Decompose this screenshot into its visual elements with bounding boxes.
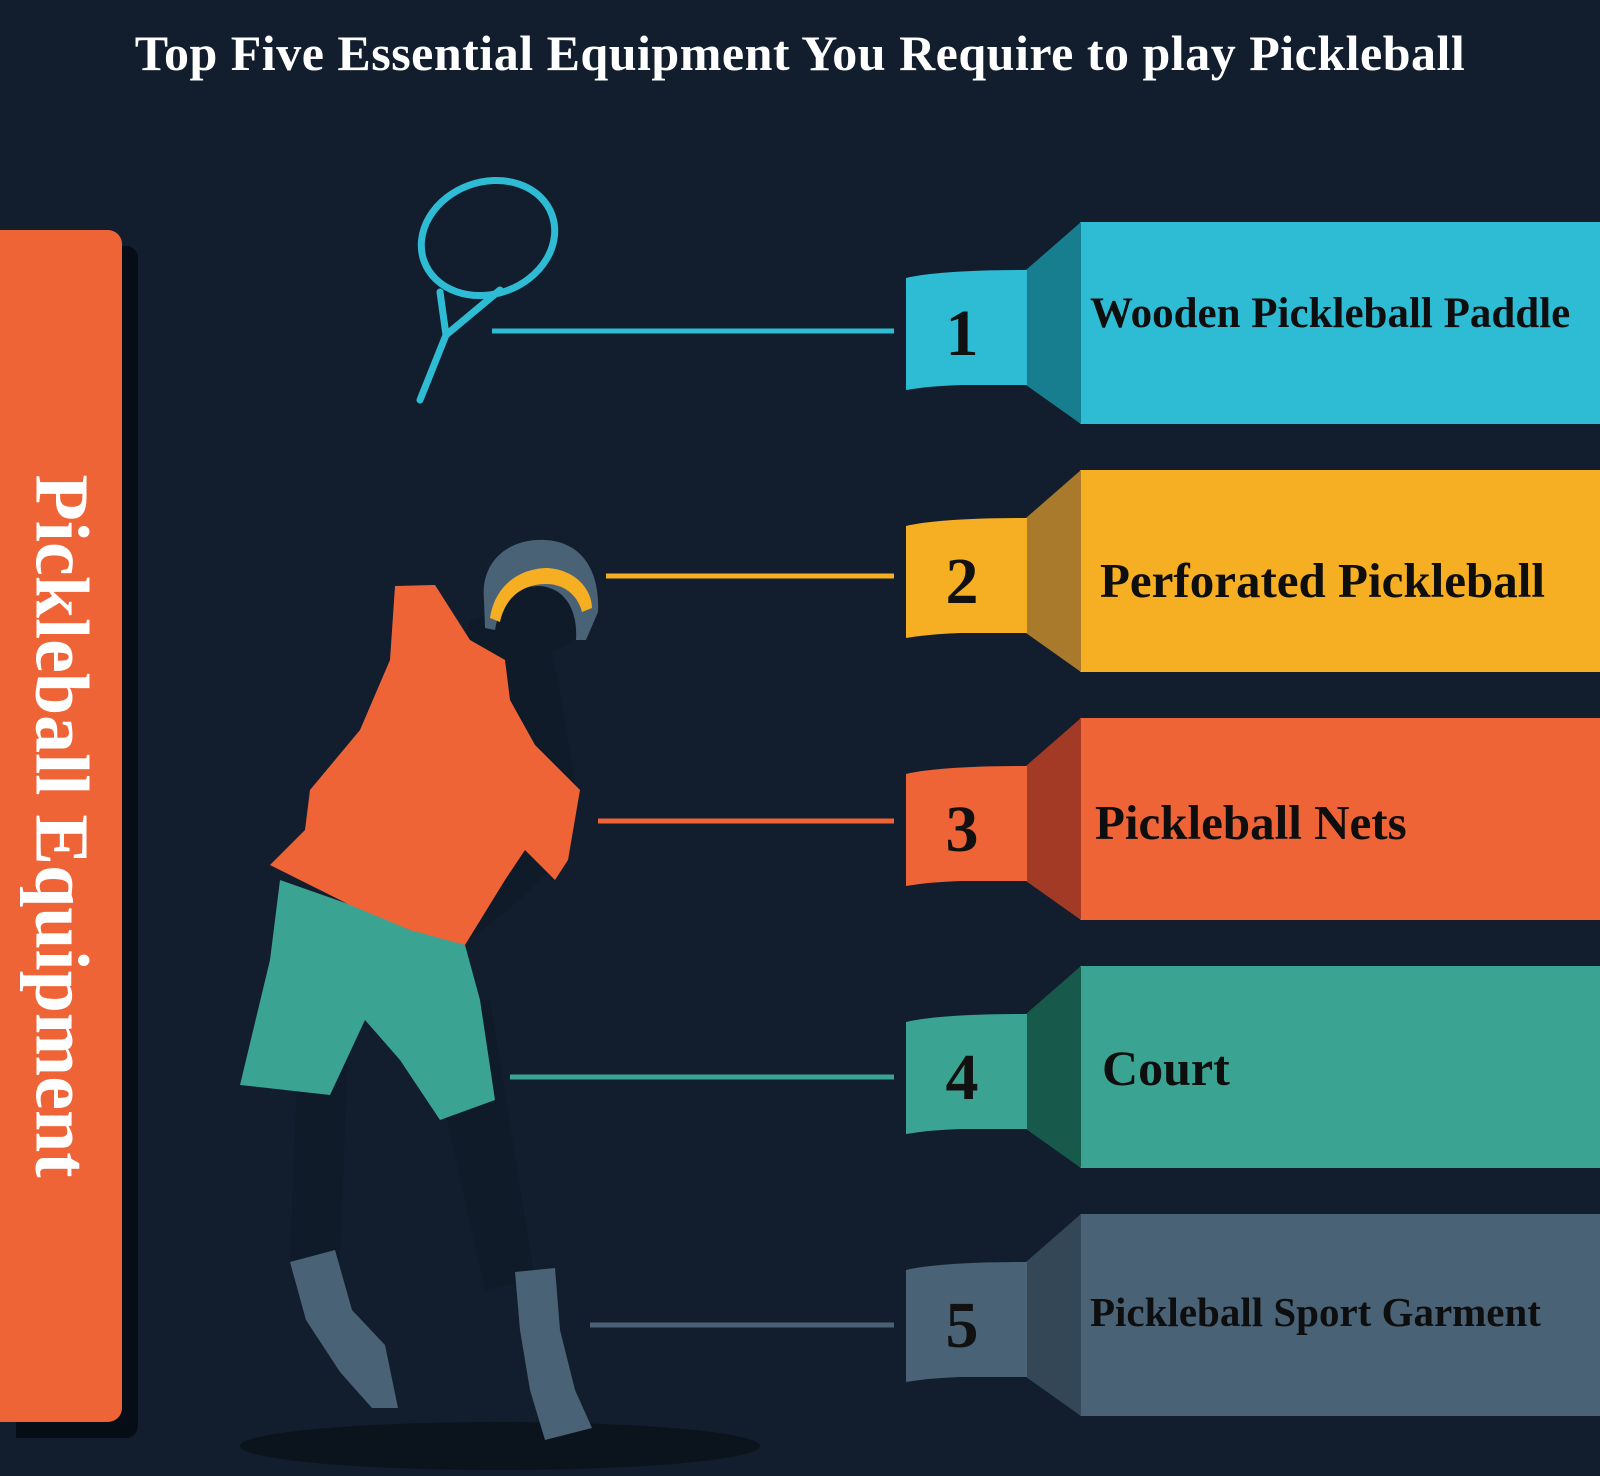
item-label-3: Pickleball Nets: [1095, 795, 1407, 850]
ribbon-1: 1: [906, 222, 1600, 424]
item-number-3: 3: [946, 793, 979, 866]
ribbon-fold-2: [1026, 470, 1081, 672]
ribbon-band-2: [1080, 470, 1600, 672]
ribbon-band-4: [1080, 966, 1600, 1168]
player-figure-icon: [240, 539, 760, 1470]
item-number-2: 2: [946, 545, 979, 618]
number-box-4: [906, 1014, 1027, 1134]
item-label-4: Court: [1102, 1040, 1230, 1096]
ribbon-fold-4: [1026, 966, 1081, 1168]
item-number-5: 5: [946, 1289, 979, 1362]
number-box-2: [906, 518, 1027, 638]
racket-icon: [416, 176, 559, 404]
ribbon-fold-5: [1026, 1214, 1081, 1416]
ribbon-4: 4: [906, 966, 1600, 1168]
ribbon-fold-1: [1026, 222, 1081, 424]
item-label-5: Pickleball Sport Garment: [1090, 1289, 1541, 1335]
ribbon-fold-3: [1026, 718, 1081, 920]
number-box-3: [906, 766, 1027, 886]
ribbon-5: 5: [906, 1214, 1600, 1416]
item-label-1: Wooden Pickleball Paddle: [1090, 290, 1571, 337]
item-label-2: Perforated Pickleball: [1100, 553, 1545, 608]
ribbon-band-1: [1080, 222, 1600, 424]
side-banner: [0, 230, 122, 1422]
ribbon-2: 2: [906, 470, 1600, 672]
number-box-1: [906, 270, 1027, 390]
ribbon-band-5: [1080, 1214, 1600, 1416]
item-number-4: 4: [946, 1041, 979, 1114]
number-box-5: [906, 1262, 1027, 1382]
ribbon-band-3: [1080, 718, 1600, 920]
item-number-1: 1: [946, 297, 979, 370]
page-title: Top Five Essential Equipment You Require…: [134, 25, 1466, 81]
ribbon-3: 3: [906, 718, 1600, 920]
